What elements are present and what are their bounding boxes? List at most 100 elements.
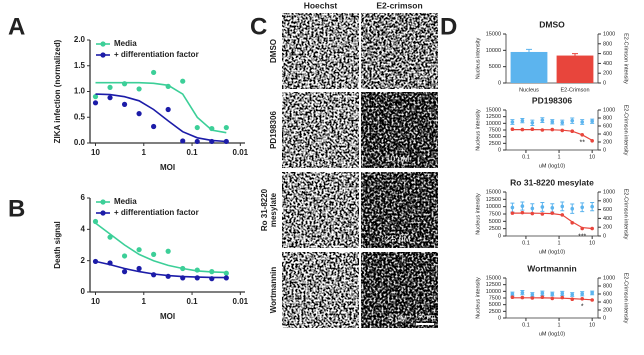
y-axis-label: Death signal <box>53 221 62 269</box>
y-axis-label: Nucleus intensity <box>475 193 481 235</box>
y2-tick-label: 800 <box>603 198 612 204</box>
data-point <box>550 292 555 296</box>
y-tick-label: 5000 <box>489 302 501 308</box>
data-point <box>550 206 555 210</box>
y2-tick-label: 600 <box>603 207 612 213</box>
data-point <box>540 212 545 216</box>
legend-marker <box>100 41 106 47</box>
row-label: mesylate <box>269 192 278 227</box>
x-axis-label: MOI <box>160 312 175 321</box>
annotation: *** <box>578 233 586 240</box>
data-point <box>520 118 525 123</box>
data-point <box>121 253 128 259</box>
legend-label: + differentiation factor <box>114 50 199 59</box>
chart-title: DMSO <box>539 19 565 29</box>
y-tick-label: 15000 <box>486 31 501 37</box>
y2-tick-label: 200 <box>603 307 612 313</box>
column-header: Hoechst <box>304 0 338 10</box>
data-point <box>520 204 525 208</box>
y-tick-label: 2500 <box>489 226 501 232</box>
data-point <box>590 204 594 209</box>
data-point <box>580 205 584 210</box>
x-tick-label: Nucleus <box>519 87 539 93</box>
data-point <box>194 124 200 131</box>
data-point <box>590 291 594 295</box>
y-tick-label: 15000 <box>486 275 501 281</box>
data-point <box>510 205 515 210</box>
x-axis-label: uM (log10) <box>539 163 565 169</box>
fit-curve <box>95 222 227 274</box>
legend-marker <box>100 210 106 216</box>
fit-curve <box>95 260 227 279</box>
data-point <box>151 69 157 76</box>
y-axis-label: Nucleus intensity <box>475 277 481 319</box>
data-point <box>580 120 584 124</box>
y2-tick-label: 200 <box>603 225 612 231</box>
micrograph <box>361 13 438 89</box>
data-point <box>180 265 186 272</box>
x-tick-label: E2-Crimson <box>560 87 589 93</box>
panel-label: B <box>8 195 25 222</box>
data-point <box>530 211 535 216</box>
panel-label: C <box>250 13 267 40</box>
y2-tick-label: 1000 <box>603 275 615 281</box>
data-point <box>510 211 515 215</box>
y2-tick-label: 400 <box>603 299 612 305</box>
data-point <box>510 292 515 296</box>
y-tick-label: 2.0 <box>74 35 86 44</box>
data-point <box>540 118 545 122</box>
data-point <box>223 124 229 131</box>
data-point <box>165 106 171 113</box>
chart-title: Ro 31-8220 mesylate <box>510 177 594 187</box>
data-point <box>107 260 113 266</box>
y-tick-label: 0.5 <box>74 112 86 121</box>
x-tick-label: 0.1 <box>186 148 198 157</box>
y-axis-label: ZIKA infection (normalized) <box>53 39 62 143</box>
x-tick-label: 10 <box>589 154 595 160</box>
x-tick-label: 0.01 <box>233 148 249 157</box>
legend-marker <box>100 199 106 205</box>
micrograph <box>282 13 359 89</box>
data-point <box>209 125 215 132</box>
data-point <box>570 221 575 225</box>
scale-bar-label: 100 μm <box>415 315 435 321</box>
legend-marker <box>100 52 106 58</box>
x-tick-label: 0.1 <box>522 322 530 328</box>
data-point <box>580 133 584 137</box>
data-point <box>560 120 565 125</box>
data-point <box>194 138 200 145</box>
data-point <box>570 129 575 133</box>
data-point <box>107 84 113 90</box>
data-point <box>580 297 584 301</box>
y2-tick-label: 0 <box>603 233 606 239</box>
x-tick-label: 1 <box>558 322 561 328</box>
y2-tick-label: 200 <box>603 139 612 145</box>
chart-title: Wortmannin <box>527 263 576 273</box>
fit-curve <box>95 81 227 134</box>
data-point <box>570 118 575 123</box>
data-point <box>510 120 515 124</box>
concentration-label: 10 μM <box>386 153 410 163</box>
micrograph <box>361 172 438 248</box>
error-bar <box>572 53 578 58</box>
data-point <box>580 291 584 296</box>
data-point <box>580 226 584 231</box>
data-point <box>520 210 525 215</box>
data-point <box>560 291 565 296</box>
data-point <box>560 204 565 209</box>
data-point <box>550 127 555 132</box>
legend-label: Media <box>114 197 137 206</box>
y-tick-label: 0 <box>498 315 501 321</box>
data-point <box>520 290 525 295</box>
y-tick-label: 10000 <box>486 289 501 295</box>
y-tick-label: 12500 <box>486 114 501 120</box>
y-tick-label: 5000 <box>489 64 501 70</box>
data-point <box>136 111 142 117</box>
data-point <box>121 269 128 275</box>
data-point <box>136 86 142 92</box>
y-tick-label: 5000 <box>489 219 501 225</box>
y2-tick-label: 800 <box>603 115 612 121</box>
data-point <box>510 295 515 300</box>
x-tick-label: 1 <box>558 240 561 246</box>
x-tick-label: 10 <box>589 240 595 246</box>
